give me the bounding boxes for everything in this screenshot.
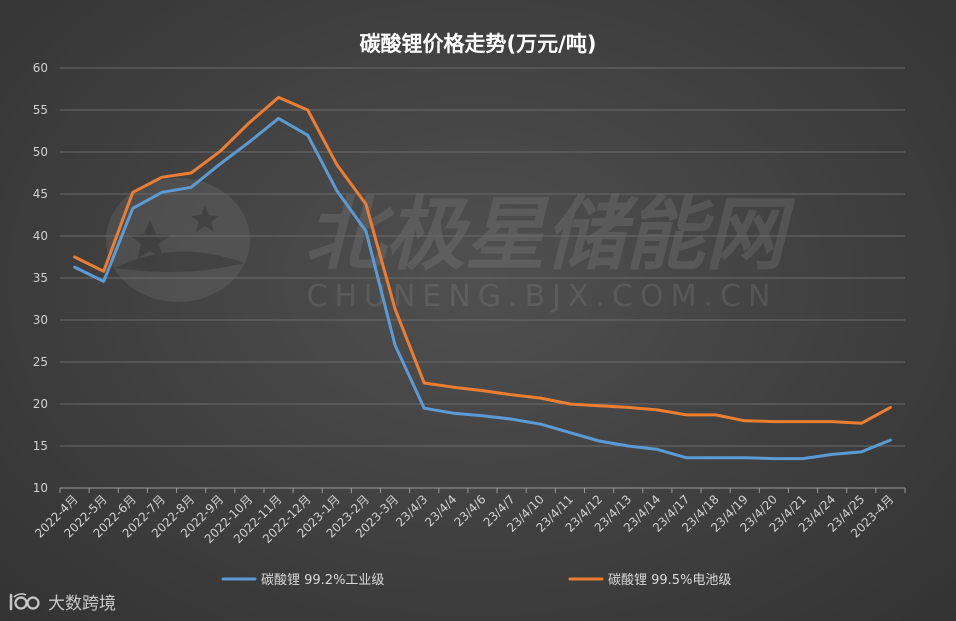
x-tick-label: 23/4/4 — [422, 492, 459, 529]
y-tick-label: 55 — [33, 103, 48, 117]
chart-title: 碳酸锂价格走势(万元/吨) — [360, 32, 597, 56]
brand-label: 大数跨境 — [48, 594, 116, 614]
x-tick-label: 23/4/6 — [451, 492, 488, 529]
y-tick-label: 20 — [33, 397, 48, 411]
y-tick-label: 30 — [33, 313, 48, 327]
x-tick-label: 23/4/3 — [393, 492, 430, 529]
y-tick-label: 10 — [33, 481, 48, 495]
brand-logo: 大数跨境 — [8, 589, 116, 614]
grid — [60, 67, 905, 489]
watermark: 北极星储能网 CHUNENG.BJX.COM.CN — [106, 178, 796, 314]
legend-label: 碳酸锂 99.2%工业级 — [261, 573, 384, 588]
y-tick-label: 60 — [33, 61, 48, 75]
y-axis: 10 15 20 25 30 35 40 45 50 55 60 — [33, 61, 48, 495]
x-axis — [59, 487, 906, 493]
star-logo-icon — [106, 178, 250, 302]
legend-item-0[interactable]: 碳酸锂 99.2%工业级 — [221, 573, 384, 588]
y-tick-label: 50 — [33, 145, 48, 159]
brand-logo-icon — [8, 591, 42, 613]
series-line-1 — [73, 95, 892, 425]
legend-label: 碳酸锂 99.5%电池级 — [608, 573, 731, 588]
y-tick-label: 15 — [33, 439, 48, 453]
x-tick-labels: 2022-4月2022-5月2022-6月2022-7月2022-8月2022-… — [32, 492, 896, 546]
watermark-sub: CHUNENG.BJX.COM.CN — [307, 279, 778, 314]
y-tick-label: 35 — [33, 271, 48, 285]
legend[interactable]: 碳酸锂 99.2%工业级 碳酸锂 99.5%电池级 — [221, 573, 731, 588]
series-lines — [73, 95, 892, 461]
y-tick-label: 25 — [33, 355, 48, 369]
watermark-main: 北极星储能网 — [305, 188, 796, 281]
y-tick-label: 40 — [33, 229, 48, 243]
y-tick-label: 45 — [33, 187, 48, 201]
legend-item-1[interactable]: 碳酸锂 99.5%电池级 — [568, 573, 731, 588]
series-line-0 — [73, 116, 892, 461]
